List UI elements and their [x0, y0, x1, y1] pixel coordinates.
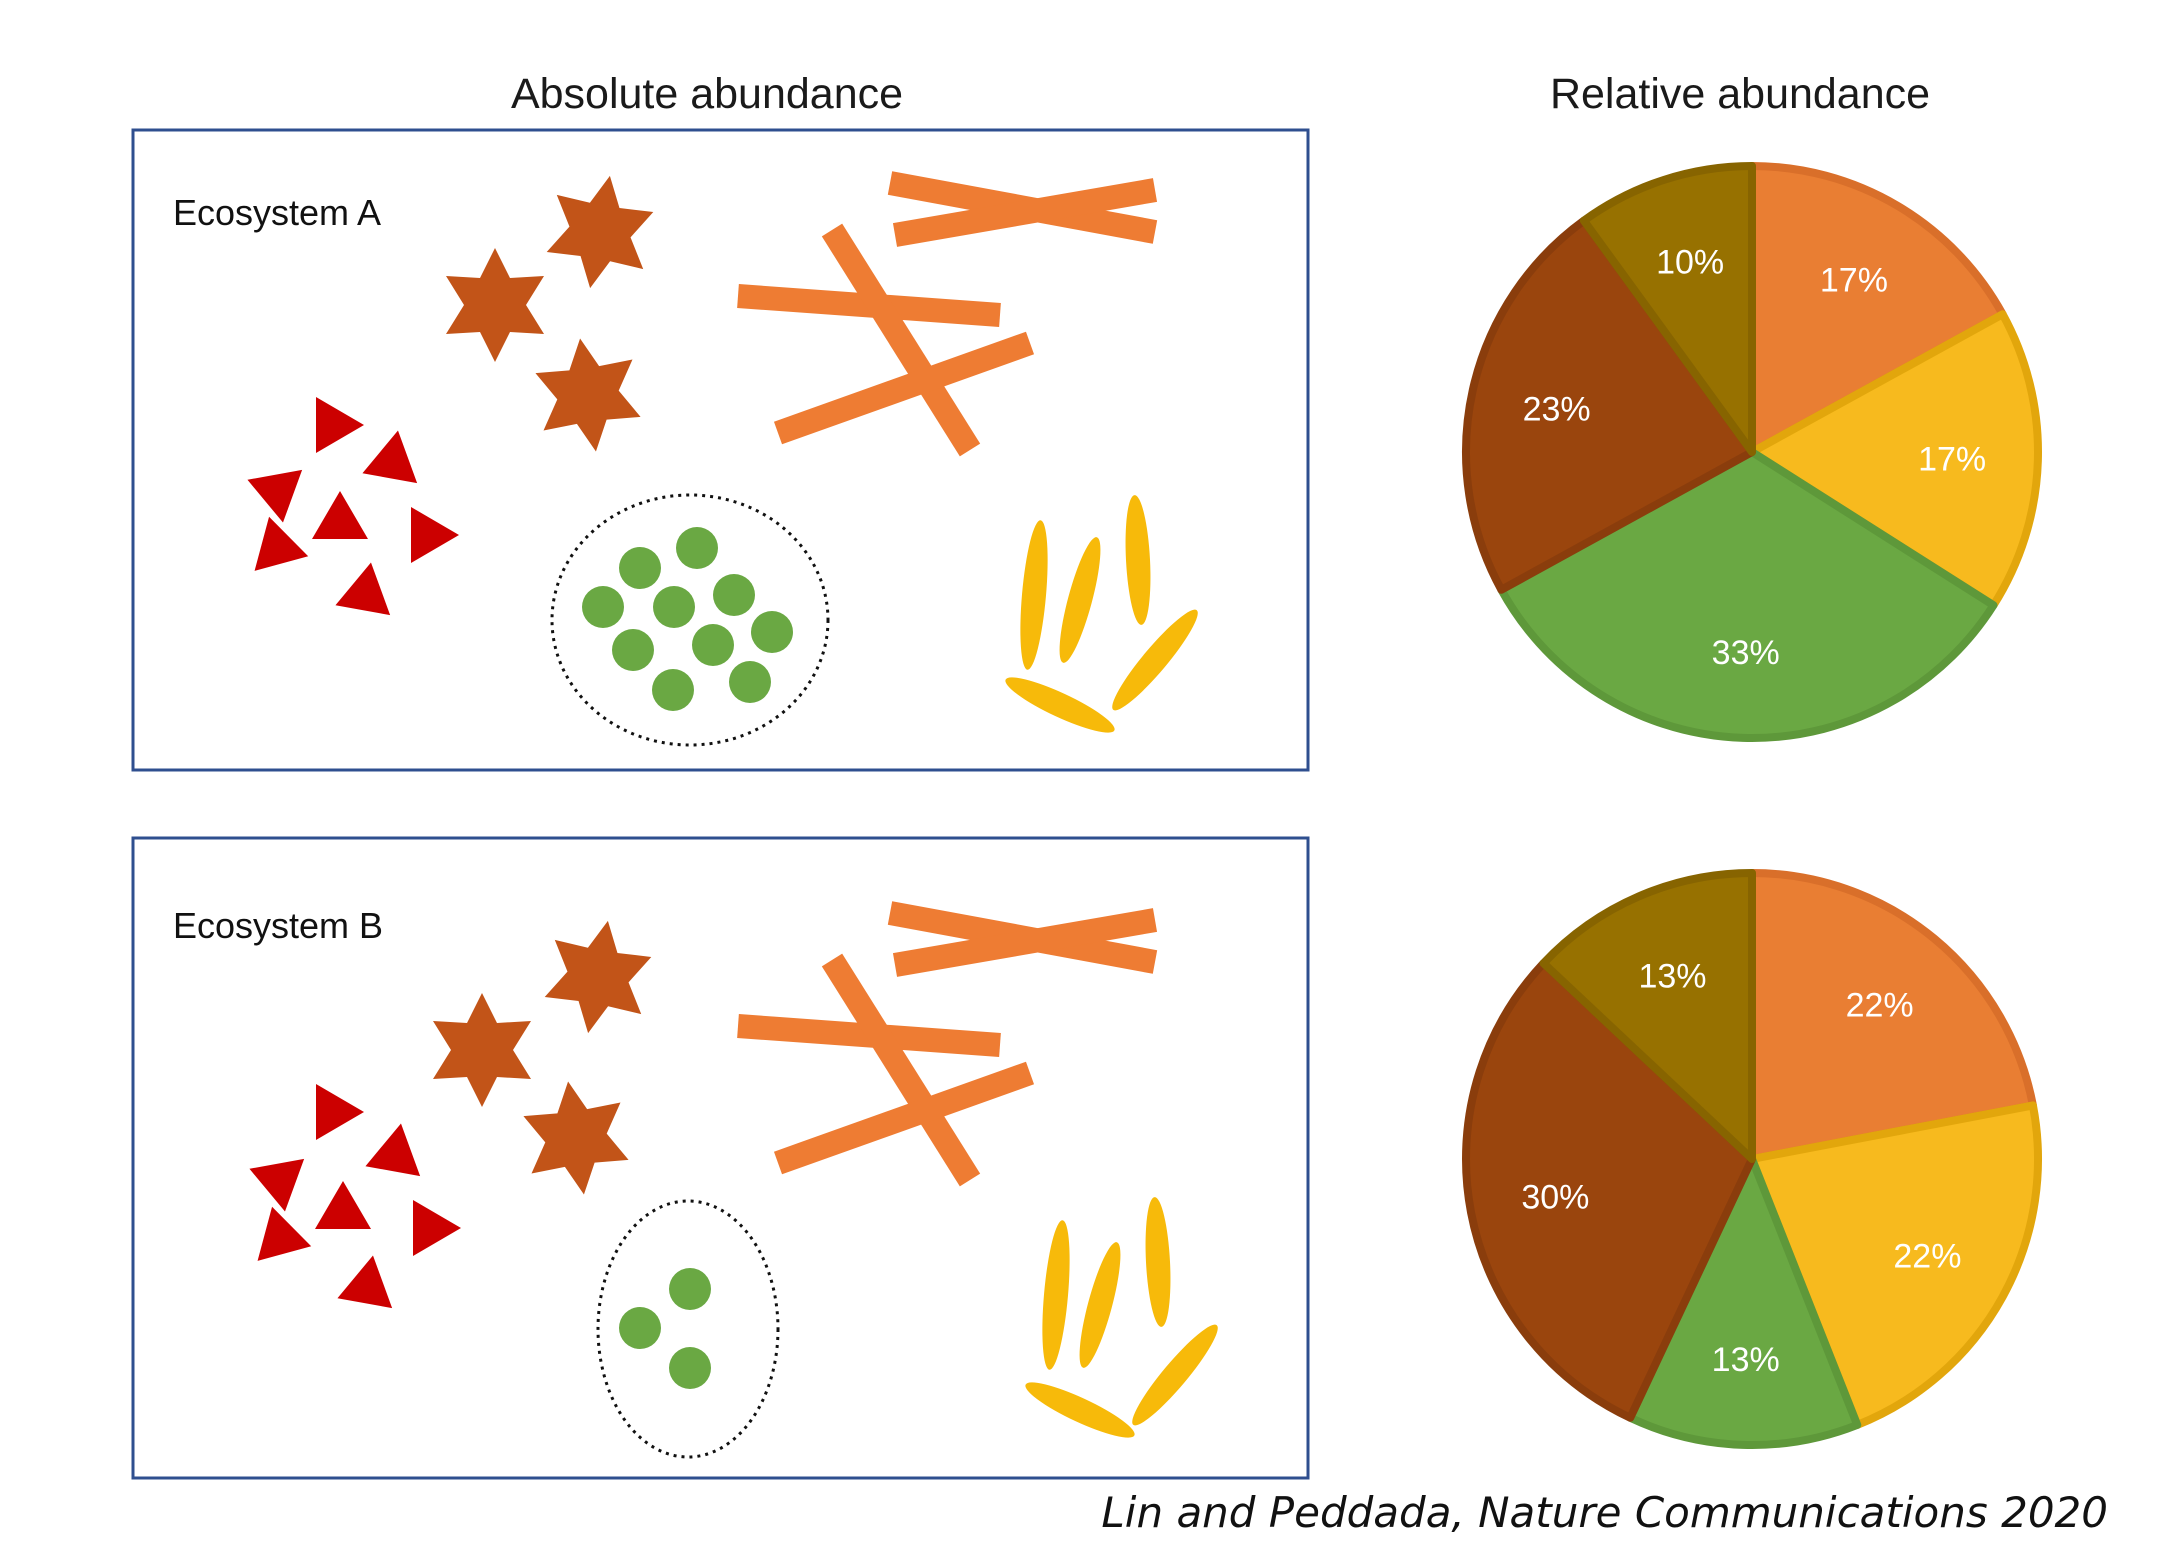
- triangle-shape: [413, 1200, 461, 1256]
- ecosystem-b-border: [131, 836, 1310, 1480]
- yellow-ellipse: [1020, 520, 1048, 670]
- stars-group: [446, 175, 654, 452]
- rod-shape: [773, 331, 1035, 445]
- yellow-ellipse: [1005, 677, 1115, 733]
- rods-group: [737, 901, 1158, 1187]
- yellow-ellipse: [1079, 1242, 1121, 1368]
- triangle-shape: [257, 1206, 312, 1261]
- yellow-ellipse: [1025, 1382, 1135, 1438]
- green-cell: [751, 611, 793, 653]
- green-cell: [652, 669, 694, 711]
- pie-slice-green: [1626, 1155, 1862, 1449]
- green-cell: [676, 527, 718, 569]
- rod-shape: [821, 223, 981, 457]
- triangles-group: [247, 397, 459, 616]
- green-cell: [692, 624, 734, 666]
- ecosystem-a-label: Ecosystem A: [173, 192, 381, 233]
- green-cell: [612, 629, 654, 671]
- green-cells-group: [550, 493, 830, 747]
- pie-slice-orange: [1748, 869, 2037, 1163]
- rod-shape: [892, 908, 1158, 977]
- triangle-shape: [247, 469, 303, 523]
- pie-slice-brown: [1462, 959, 1756, 1422]
- relative-abundance-title: Relative abundance: [1550, 70, 1930, 118]
- triangle-shape: [362, 430, 418, 484]
- pie-slice-olive: [1579, 162, 1756, 456]
- green-cell: [713, 574, 755, 616]
- star-shape: [535, 338, 641, 452]
- cluster-boundary: [596, 1199, 780, 1459]
- pie-slice-label: 22%: [1846, 987, 1914, 1025]
- rod-shape: [773, 1061, 1035, 1175]
- pie-slice-brown: [1462, 216, 1756, 594]
- ecosystem-a-border: [131, 128, 1310, 772]
- green-cell: [669, 1347, 711, 1389]
- pie-slice-yellow: [1748, 1101, 2042, 1429]
- pie-slice-label: 17%: [1820, 262, 1888, 300]
- star-shape: [544, 920, 652, 1034]
- star-shape: [523, 1081, 629, 1195]
- triangle-shape: [337, 1255, 393, 1309]
- triangle-shape: [316, 397, 364, 453]
- triangle-shape: [335, 562, 391, 616]
- pie-slice-label: 23%: [1523, 390, 1591, 428]
- ecosystem-a-panel: Ecosystem A: [131, 128, 1310, 772]
- yellow-ellipse: [1059, 537, 1101, 663]
- pie-slice-label: 33%: [1712, 634, 1780, 672]
- rods-group: [737, 171, 1158, 457]
- citation: Lin and Peddada, Nature Communications 2…: [1101, 1488, 2108, 1537]
- yellow-ellipse: [1132, 1324, 1218, 1426]
- ecosystem-b-panel: Ecosystem B: [131, 836, 1310, 1480]
- triangle-shape: [411, 507, 459, 563]
- triangle-shape: [312, 491, 368, 539]
- green-cell: [653, 586, 695, 628]
- yellow-ellipse: [1145, 1197, 1171, 1327]
- green-cell: [582, 586, 624, 628]
- pie-slice-label: 22%: [1893, 1237, 1961, 1275]
- yellow-ellipse: [1125, 495, 1151, 625]
- green-cell: [729, 661, 771, 703]
- triangle-shape: [254, 516, 309, 571]
- pie-slice-label: 13%: [1712, 1341, 1780, 1379]
- yellow-ellipse: [1112, 609, 1198, 711]
- triangle-shape: [315, 1181, 371, 1229]
- yellow-ellipses-group: [1025, 1197, 1218, 1438]
- star-shape: [546, 175, 654, 289]
- pie-slice-label: 17%: [1918, 440, 1986, 478]
- triangle-shape: [249, 1158, 305, 1212]
- absolute-abundance-title: Absolute abundance: [511, 70, 903, 118]
- green-cells-group: [596, 1199, 780, 1459]
- triangles-group: [249, 1084, 461, 1309]
- star-shape: [446, 248, 544, 362]
- yellow-ellipses-group: [1005, 495, 1198, 733]
- rod-shape: [821, 953, 981, 1187]
- pie-chart-ecosystem-a: 17% 17% 33% 23% 10%: [1462, 162, 2042, 742]
- cluster-boundary: [550, 493, 830, 747]
- triangle-shape: [316, 1084, 364, 1140]
- green-cell: [669, 1268, 711, 1310]
- pie-slice-label: 30%: [1521, 1179, 1589, 1217]
- rod-shape: [892, 178, 1158, 247]
- green-cell: [619, 547, 661, 589]
- green-cell: [619, 1307, 661, 1349]
- star-shape: [433, 993, 531, 1107]
- triangle-shape: [365, 1123, 421, 1177]
- pie-slice-yellow: [1748, 310, 2042, 610]
- pie-slice-label: 13%: [1638, 957, 1706, 995]
- pie-slice-olive: [1539, 869, 1756, 1163]
- ecosystem-b-label: Ecosystem B: [173, 905, 383, 946]
- stars-group: [433, 920, 652, 1195]
- pie-slice-orange: [1748, 162, 2007, 456]
- pie-chart-ecosystem-b: 22% 22% 13% 30% 13%: [1462, 869, 2042, 1449]
- pie-slice-label: 10%: [1656, 244, 1724, 282]
- yellow-ellipse: [1042, 1220, 1070, 1370]
